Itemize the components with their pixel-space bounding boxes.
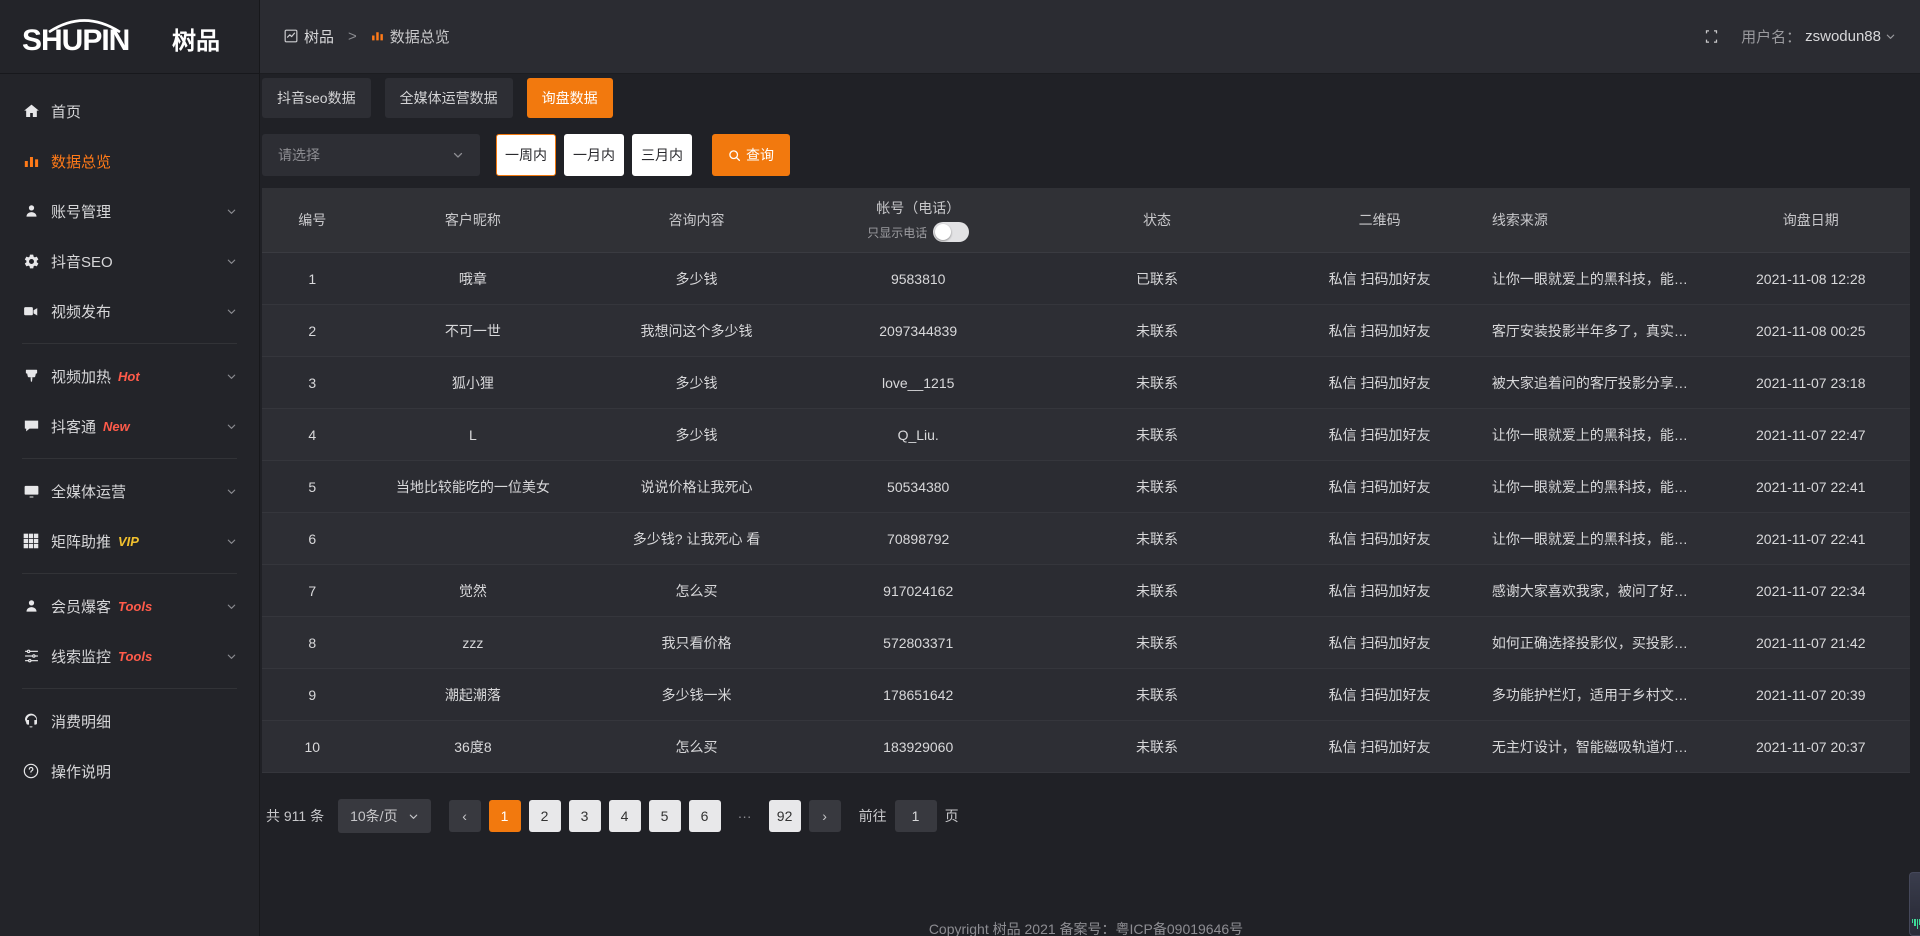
svg-text:树品: 树品 (172, 28, 220, 55)
